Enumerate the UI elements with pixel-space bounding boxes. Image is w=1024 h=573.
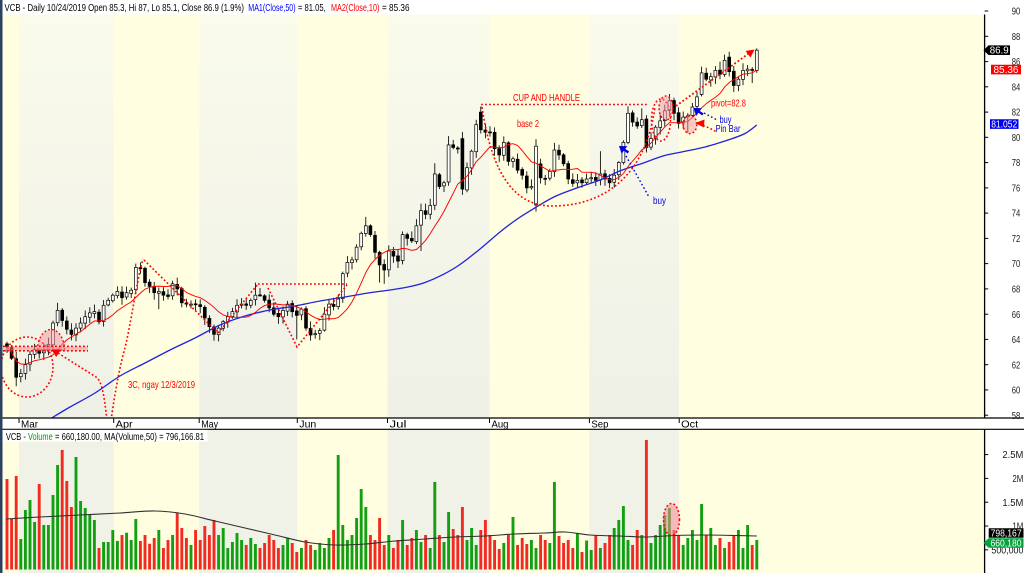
svg-text:72: 72 bbox=[1012, 234, 1021, 245]
svg-text:Pin Bar: Pin Bar bbox=[716, 123, 741, 135]
svg-text:Oct: Oct bbox=[681, 420, 698, 431]
svg-text:May: May bbox=[201, 420, 218, 431]
svg-text:Sep: Sep bbox=[591, 420, 608, 431]
svg-text:90: 90 bbox=[1012, 7, 1021, 18]
svg-text:Apr: Apr bbox=[116, 420, 134, 431]
svg-text:88: 88 bbox=[1012, 32, 1021, 43]
svg-text:58: 58 bbox=[1012, 411, 1021, 422]
svg-text:= 660,180.00, MA(Volume,50) =: = 660,180.00, MA(Volume,50) = 796,166.81 bbox=[55, 431, 204, 443]
svg-text:MA1(Close,50): MA1(Close,50) bbox=[248, 2, 295, 14]
svg-text:76: 76 bbox=[1012, 184, 1021, 195]
svg-text:74: 74 bbox=[1012, 209, 1021, 220]
svg-text:VCB -: VCB - bbox=[6, 431, 26, 443]
svg-text:68: 68 bbox=[1012, 285, 1021, 296]
svg-text:VCB - Daily 10/24/2019 Open 85: VCB - Daily 10/24/2019 Open 85.3, Hi 87,… bbox=[5, 2, 245, 14]
svg-text:Volume: Volume bbox=[28, 431, 53, 443]
svg-text:Jul: Jul bbox=[390, 420, 407, 431]
svg-text:500,000: 500,000 bbox=[991, 545, 1023, 556]
svg-text:pivot=82.8: pivot=82.8 bbox=[711, 97, 746, 109]
svg-text:64: 64 bbox=[1012, 335, 1021, 346]
svg-text:CUP AND HANDLE: CUP AND HANDLE bbox=[513, 92, 580, 104]
svg-text:Mar: Mar bbox=[21, 420, 39, 431]
svg-text:660,180: 660,180 bbox=[991, 539, 1022, 550]
svg-text:62: 62 bbox=[1012, 360, 1021, 371]
svg-text:3C, ngay 12/3/2019: 3C, ngay 12/3/2019 bbox=[128, 379, 195, 391]
svg-text:81.052: 81.052 bbox=[991, 120, 1017, 131]
svg-text:70: 70 bbox=[1012, 259, 1021, 270]
svg-text:Aug: Aug bbox=[492, 420, 509, 431]
svg-text:= 81.05,: = 81.05, bbox=[298, 2, 326, 14]
svg-text:85.36: 85.36 bbox=[994, 65, 1020, 76]
svg-text:80: 80 bbox=[1012, 133, 1021, 144]
svg-text:86: 86 bbox=[1012, 57, 1021, 68]
svg-text:82: 82 bbox=[1012, 108, 1021, 119]
svg-text:66: 66 bbox=[1012, 310, 1021, 321]
svg-text:2.5M: 2.5M bbox=[1002, 450, 1023, 461]
svg-text:2M: 2M bbox=[1012, 474, 1023, 485]
svg-text:798,167: 798,167 bbox=[991, 529, 1022, 540]
svg-text:buy: buy bbox=[653, 195, 667, 207]
svg-text:84: 84 bbox=[1012, 82, 1021, 93]
svg-text:MA2(Close,10): MA2(Close,10) bbox=[331, 2, 379, 14]
svg-text:buy: buy bbox=[720, 114, 733, 126]
svg-text:60: 60 bbox=[1012, 386, 1021, 397]
svg-text:1.5M: 1.5M bbox=[1002, 498, 1023, 509]
svg-text:base 2: base 2 bbox=[517, 118, 539, 130]
svg-text:1M: 1M bbox=[1012, 522, 1023, 533]
svg-text:Jun: Jun bbox=[299, 420, 316, 431]
svg-text:86.9: 86.9 bbox=[990, 46, 1009, 57]
svg-text:78: 78 bbox=[1012, 158, 1021, 169]
svg-text:= 85.36: = 85.36 bbox=[382, 2, 410, 14]
